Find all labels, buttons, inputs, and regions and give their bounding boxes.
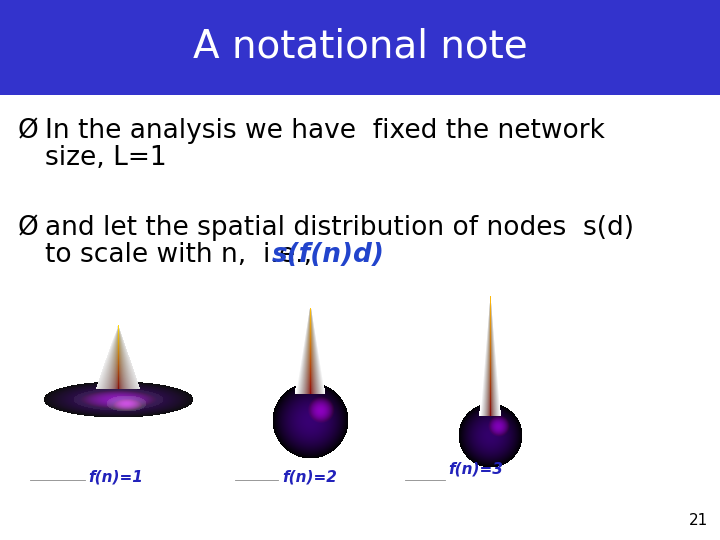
Text: and let the spatial distribution of nodes  s(d): and let the spatial distribution of node… — [45, 215, 634, 241]
Text: 21: 21 — [689, 513, 708, 528]
Text: f(n)=2: f(n)=2 — [282, 470, 337, 485]
Text: f(n)=3: f(n)=3 — [448, 462, 503, 477]
Bar — [0, 0, 720, 95]
Text: s(f(n)d): s(f(n)d) — [272, 242, 385, 268]
Text: A notational note: A notational note — [193, 28, 527, 66]
Text: to scale with n,  i.e.,: to scale with n, i.e., — [45, 242, 329, 268]
Text: Ø: Ø — [18, 118, 39, 144]
Text: size, L=1: size, L=1 — [45, 145, 166, 171]
Text: f(n)=1: f(n)=1 — [88, 470, 143, 485]
Text: In the analysis we have  fixed the network: In the analysis we have fixed the networ… — [45, 118, 605, 144]
Text: Ø: Ø — [18, 215, 39, 241]
